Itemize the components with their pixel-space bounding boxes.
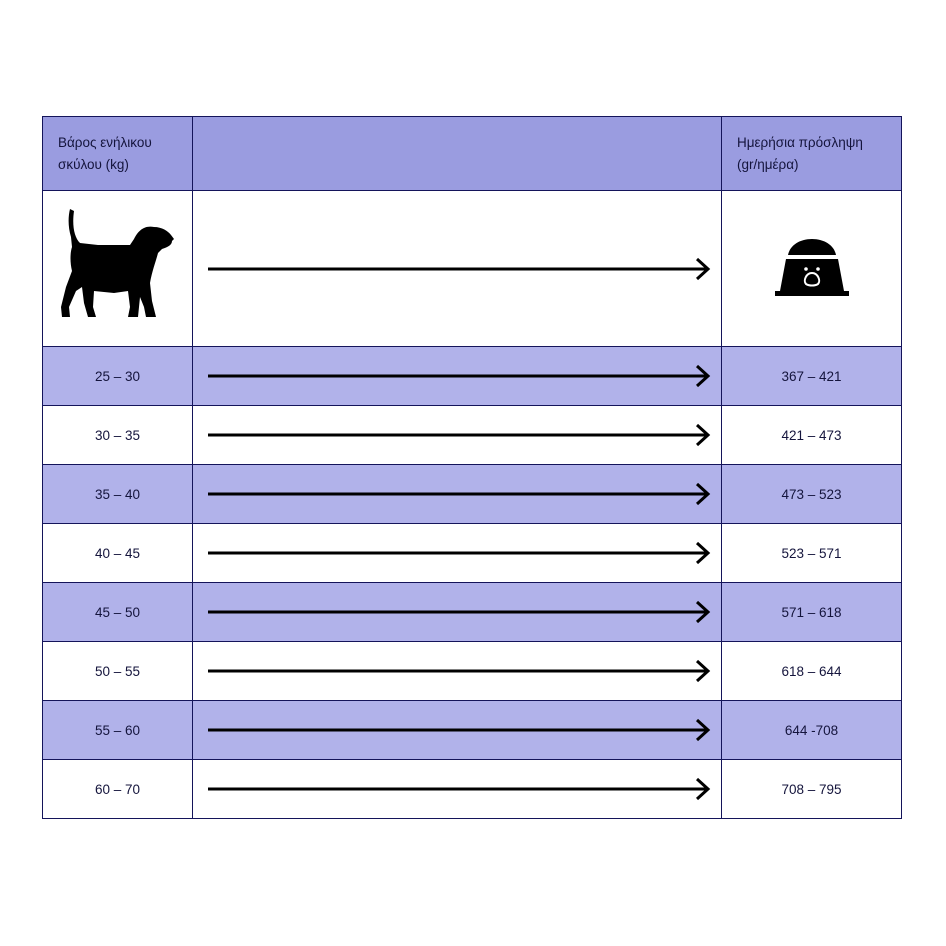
dog-silhouette-icon: [60, 209, 174, 317]
intake-cell: 523 – 571: [721, 523, 902, 583]
arrow-cell: [192, 700, 722, 760]
weight-cell: 35 – 40: [42, 464, 193, 524]
table-row: 50 – 55 618 – 644: [42, 641, 902, 701]
weight-cell: 55 – 60: [42, 700, 193, 760]
intake-cell: 708 – 795: [721, 759, 902, 819]
bowl-cell: [721, 190, 902, 347]
arrow-right-icon: [208, 777, 711, 801]
arrow-cell: [192, 405, 722, 465]
intake-cell: 571 – 618: [721, 582, 902, 642]
arrow-cell: [192, 346, 722, 406]
arrow-cell: [192, 190, 722, 347]
arrow-right-icon: [208, 600, 711, 624]
intake-cell: 473 – 523: [721, 464, 902, 524]
intake-cell: 644 -708: [721, 700, 902, 760]
arrow-cell: [192, 464, 722, 524]
header-weight: Βάρος ενήλικου σκύλου (kg): [42, 116, 193, 191]
icon-row: [42, 190, 902, 347]
arrow-right-icon: [208, 257, 711, 280]
header-middle: [192, 116, 722, 191]
arrow-right-icon: [208, 364, 711, 388]
table-row: 60 – 70 708 – 795: [42, 759, 902, 819]
weight-cell: 30 – 35: [42, 405, 193, 465]
arrow-right-icon: [208, 423, 711, 447]
intake-cell: 367 – 421: [721, 346, 902, 406]
arrow-cell: [192, 582, 722, 642]
weight-cell: 60 – 70: [42, 759, 193, 819]
dog-cell: [42, 190, 193, 347]
arrow-right-icon: [208, 482, 711, 506]
table-row: 25 – 30 367 – 421: [42, 346, 902, 406]
weight-cell: 50 – 55: [42, 641, 193, 701]
table-row: 40 – 45 523 – 571: [42, 523, 902, 583]
weight-cell: 45 – 50: [42, 582, 193, 642]
weight-cell: 40 – 45: [42, 523, 193, 583]
header-intake: Ημερήσια πρόσληψη (gr/ημέρα): [721, 116, 902, 191]
arrow-right-icon: [208, 659, 711, 683]
feeding-table: Βάρος ενήλικου σκύλου (kg) Ημερήσια πρόσ…: [42, 116, 902, 819]
table-row: 55 – 60 644 -708: [42, 700, 902, 760]
table-row: 35 – 40 473 – 523: [42, 464, 902, 524]
dog-food-bowl-icon: [774, 239, 849, 296]
intake-cell: 618 – 644: [721, 641, 902, 701]
table-row: 45 – 50 571 – 618: [42, 582, 902, 642]
weight-cell: 25 – 30: [42, 346, 193, 406]
arrow-cell: [192, 759, 722, 819]
intake-cell: 421 – 473: [721, 405, 902, 465]
arrow-cell: [192, 641, 722, 701]
arrow-right-icon: [208, 541, 711, 565]
header-row: Βάρος ενήλικου σκύλου (kg) Ημερήσια πρόσ…: [42, 116, 902, 191]
arrow-right-icon: [208, 718, 711, 742]
table-row: 30 – 35 421 – 473: [42, 405, 902, 465]
arrow-cell: [192, 523, 722, 583]
